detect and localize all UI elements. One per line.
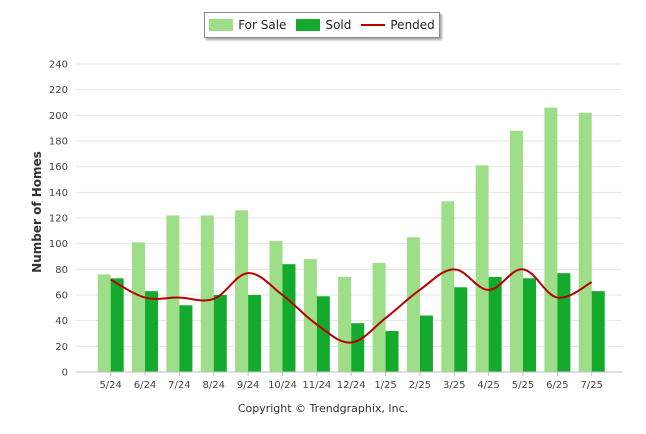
y-tick-label: 220	[49, 85, 68, 96]
bar-sold	[557, 273, 571, 372]
bar-sold	[248, 295, 262, 372]
bar-for-sale	[510, 130, 523, 372]
x-tick-label: 12/24	[337, 380, 366, 391]
y-tick-label: 160	[49, 162, 68, 173]
chart-legend: For Sale Sold Pended	[204, 12, 440, 38]
legend-item-sold[interactable]: Sold	[296, 18, 351, 32]
y-tick-label: 0	[62, 368, 68, 379]
bar-sold	[213, 295, 227, 372]
bar-sold	[385, 330, 399, 372]
x-tick-label: 1/25	[374, 380, 396, 391]
y-tick-label: 180	[49, 137, 68, 148]
bar-sold	[454, 287, 468, 372]
y-tick-label: 240	[49, 60, 68, 71]
axes: 0 20 40 60 80 100 120 140 160 180 200 220 240 5/24 6/2…	[49, 60, 622, 391]
y-tick-label: 120	[49, 214, 68, 225]
x-tick-label: 10/24	[268, 380, 297, 391]
bar-sold	[145, 291, 159, 372]
bar-for-sale	[200, 215, 214, 372]
copyright-text: Copyright © Trendgraphix, Inc.	[237, 402, 409, 415]
y-tick-label: 80	[55, 265, 68, 276]
legend-label-sold: Sold	[325, 18, 352, 32]
x-tick-label: 6/25	[546, 380, 568, 391]
legend-item-for-sale[interactable]: For Sale	[209, 18, 286, 32]
sold-swatch	[296, 19, 321, 31]
bar-for-sale	[303, 259, 317, 372]
x-tick-label: 2/25	[409, 380, 431, 391]
bar-series	[97, 107, 605, 373]
bar-for-sale	[235, 210, 249, 372]
x-tick-label: 3/25	[443, 380, 465, 391]
y-axis-title: Number of Homes	[30, 151, 44, 273]
bar-sold	[351, 323, 365, 372]
bar-for-sale	[441, 201, 455, 372]
legend-label-for-sale: For Sale	[238, 18, 287, 32]
bar-sold	[179, 305, 193, 372]
bar-for-sale	[406, 237, 420, 372]
y-tick-label: 40	[55, 316, 68, 327]
legend-label-pended: Pended	[390, 18, 435, 32]
bar-for-sale	[269, 241, 283, 372]
bar-for-sale	[97, 274, 111, 372]
pended-line-series	[110, 268, 593, 344]
y-tick-label: 100	[49, 239, 68, 250]
bar-for-sale	[166, 215, 180, 372]
bar-sold	[282, 264, 296, 372]
x-tick-label: 5/24	[99, 380, 121, 391]
x-tick-label: 9/24	[237, 380, 259, 391]
x-tick-label: 6/24	[134, 380, 156, 391]
bar-for-sale	[475, 165, 489, 372]
x-tick-label: 5/25	[512, 380, 534, 391]
for-sale-swatch	[209, 19, 234, 31]
bar-for-sale	[132, 242, 146, 372]
bar-sold	[110, 278, 124, 372]
bar-sold	[488, 277, 502, 372]
bar-sold	[316, 296, 330, 372]
x-tick-label: 7/25	[580, 380, 602, 391]
x-tick-label: 4/25	[477, 380, 499, 391]
y-tick-label: 20	[55, 342, 68, 353]
bar-for-sale	[372, 262, 386, 372]
legend-item-pended[interactable]: Pended	[361, 18, 435, 32]
x-tick-label: 7/24	[168, 380, 190, 391]
y-tick-label: 60	[55, 291, 68, 302]
y-tick-label: 140	[49, 188, 68, 199]
bar-sold	[591, 291, 605, 372]
bar-for-sale	[578, 112, 592, 373]
y-tick-label: 200	[49, 111, 68, 122]
x-tick-label: 11/24	[302, 380, 331, 391]
bar-for-sale	[544, 107, 558, 372]
x-tick-label: 8/24	[203, 380, 225, 391]
bar-sold	[419, 315, 433, 372]
bar-for-sale	[338, 277, 352, 372]
pended-swatch	[361, 24, 386, 26]
bar-sold	[523, 278, 536, 372]
